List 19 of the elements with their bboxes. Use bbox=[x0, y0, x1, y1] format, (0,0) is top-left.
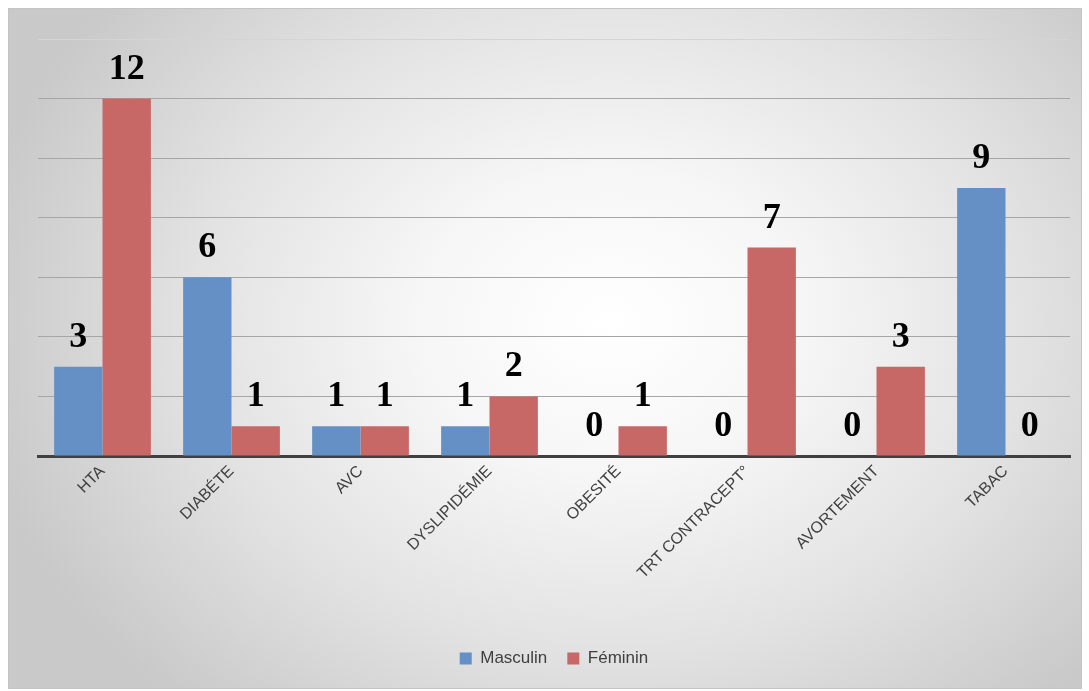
data-label: 1 bbox=[375, 374, 394, 415]
data-label: 0 bbox=[1020, 404, 1039, 444]
data-label: 1 bbox=[246, 374, 265, 415]
data-label: 12 bbox=[108, 46, 145, 87]
data-label: 1 bbox=[327, 374, 346, 415]
data-label: 9 bbox=[972, 135, 991, 176]
data-label: 6 bbox=[198, 225, 217, 266]
legend-label: Masculin bbox=[480, 648, 548, 668]
data-label: 0 bbox=[843, 404, 862, 444]
data-label: 1 bbox=[456, 374, 475, 415]
data-label: 0 bbox=[714, 404, 733, 444]
legend-label: Féminin bbox=[587, 648, 649, 668]
data-label: 3 bbox=[891, 314, 910, 355]
data-label: 1 bbox=[633, 374, 652, 415]
data-label: 3 bbox=[69, 314, 88, 355]
data-label: 0 bbox=[585, 404, 604, 444]
x-tick-label: HTA bbox=[73, 461, 108, 496]
data-label: 7 bbox=[762, 195, 781, 236]
data-label: 2 bbox=[504, 344, 523, 385]
